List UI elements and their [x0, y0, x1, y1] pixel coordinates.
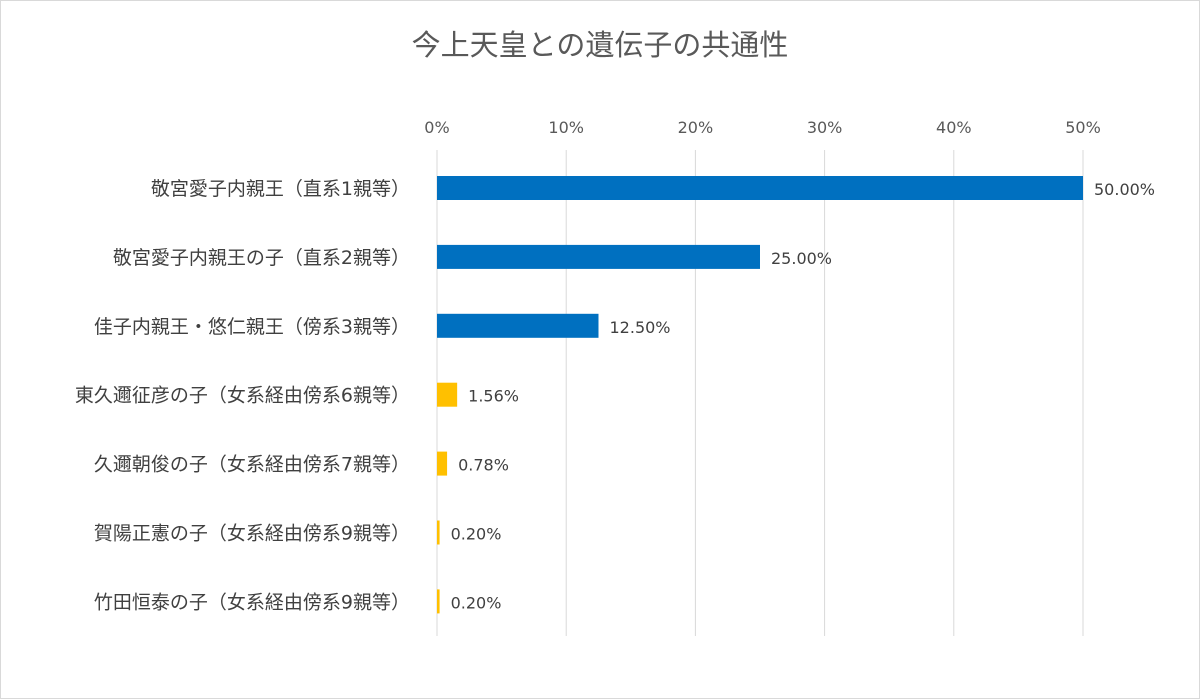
data-label: 1.56% — [468, 387, 519, 406]
bar — [437, 451, 448, 476]
category-label: 賀陽正憲の子（女系経由傍系9親等） — [94, 523, 410, 545]
bar — [437, 244, 760, 269]
x-axis-ticks: 0% 10% 20% 30% 40% 50% — [424, 118, 1100, 137]
data-label: 25.00% — [771, 249, 832, 268]
bar — [437, 589, 440, 614]
category-label: 敬宮愛子内親王の子（直系2親等） — [113, 247, 410, 269]
bar — [437, 520, 440, 545]
data-label: 0.20% — [451, 593, 502, 612]
chart-title: 今上天皇との遺伝子の共通性 — [411, 28, 789, 62]
bar — [437, 313, 599, 338]
category-label: 敬宮愛子内親王（直系1親等） — [151, 178, 410, 200]
category-label: 竹田恒泰の子（女系経由傍系9親等） — [94, 591, 410, 613]
category-label: 久邇朝俊の子（女系経由傍系7親等） — [94, 454, 410, 476]
x-tick-label: 10% — [548, 118, 584, 137]
data-label: 0.78% — [458, 456, 509, 475]
x-tick-label: 20% — [678, 118, 714, 137]
bar — [437, 176, 1083, 200]
gridlines — [436, 150, 1084, 636]
x-tick-label: 50% — [1065, 118, 1101, 137]
category-label: 東久邇征彦の子（女系経由傍系6親等） — [75, 385, 410, 407]
bar — [437, 382, 458, 407]
x-tick-label: 30% — [807, 118, 843, 137]
bars — [437, 176, 1083, 614]
category-label: 佳子内親王・悠仁親王（傍系3親等） — [94, 316, 410, 338]
x-tick-label: 0% — [424, 118, 449, 137]
data-label: 50.00% — [1094, 180, 1155, 199]
data-label: 0.20% — [451, 525, 502, 544]
category-labels: 敬宮愛子内親王（直系1親等） 敬宮愛子内親王の子（直系2親等） 佳子内親王・悠仁親王… — [75, 178, 410, 613]
x-tick-label: 40% — [936, 118, 972, 137]
data-label: 12.50% — [610, 318, 671, 337]
data-labels: 50.00% 25.00% 12.50% 1.56% 0.78% 0.20% 0.20% — [451, 180, 1155, 612]
